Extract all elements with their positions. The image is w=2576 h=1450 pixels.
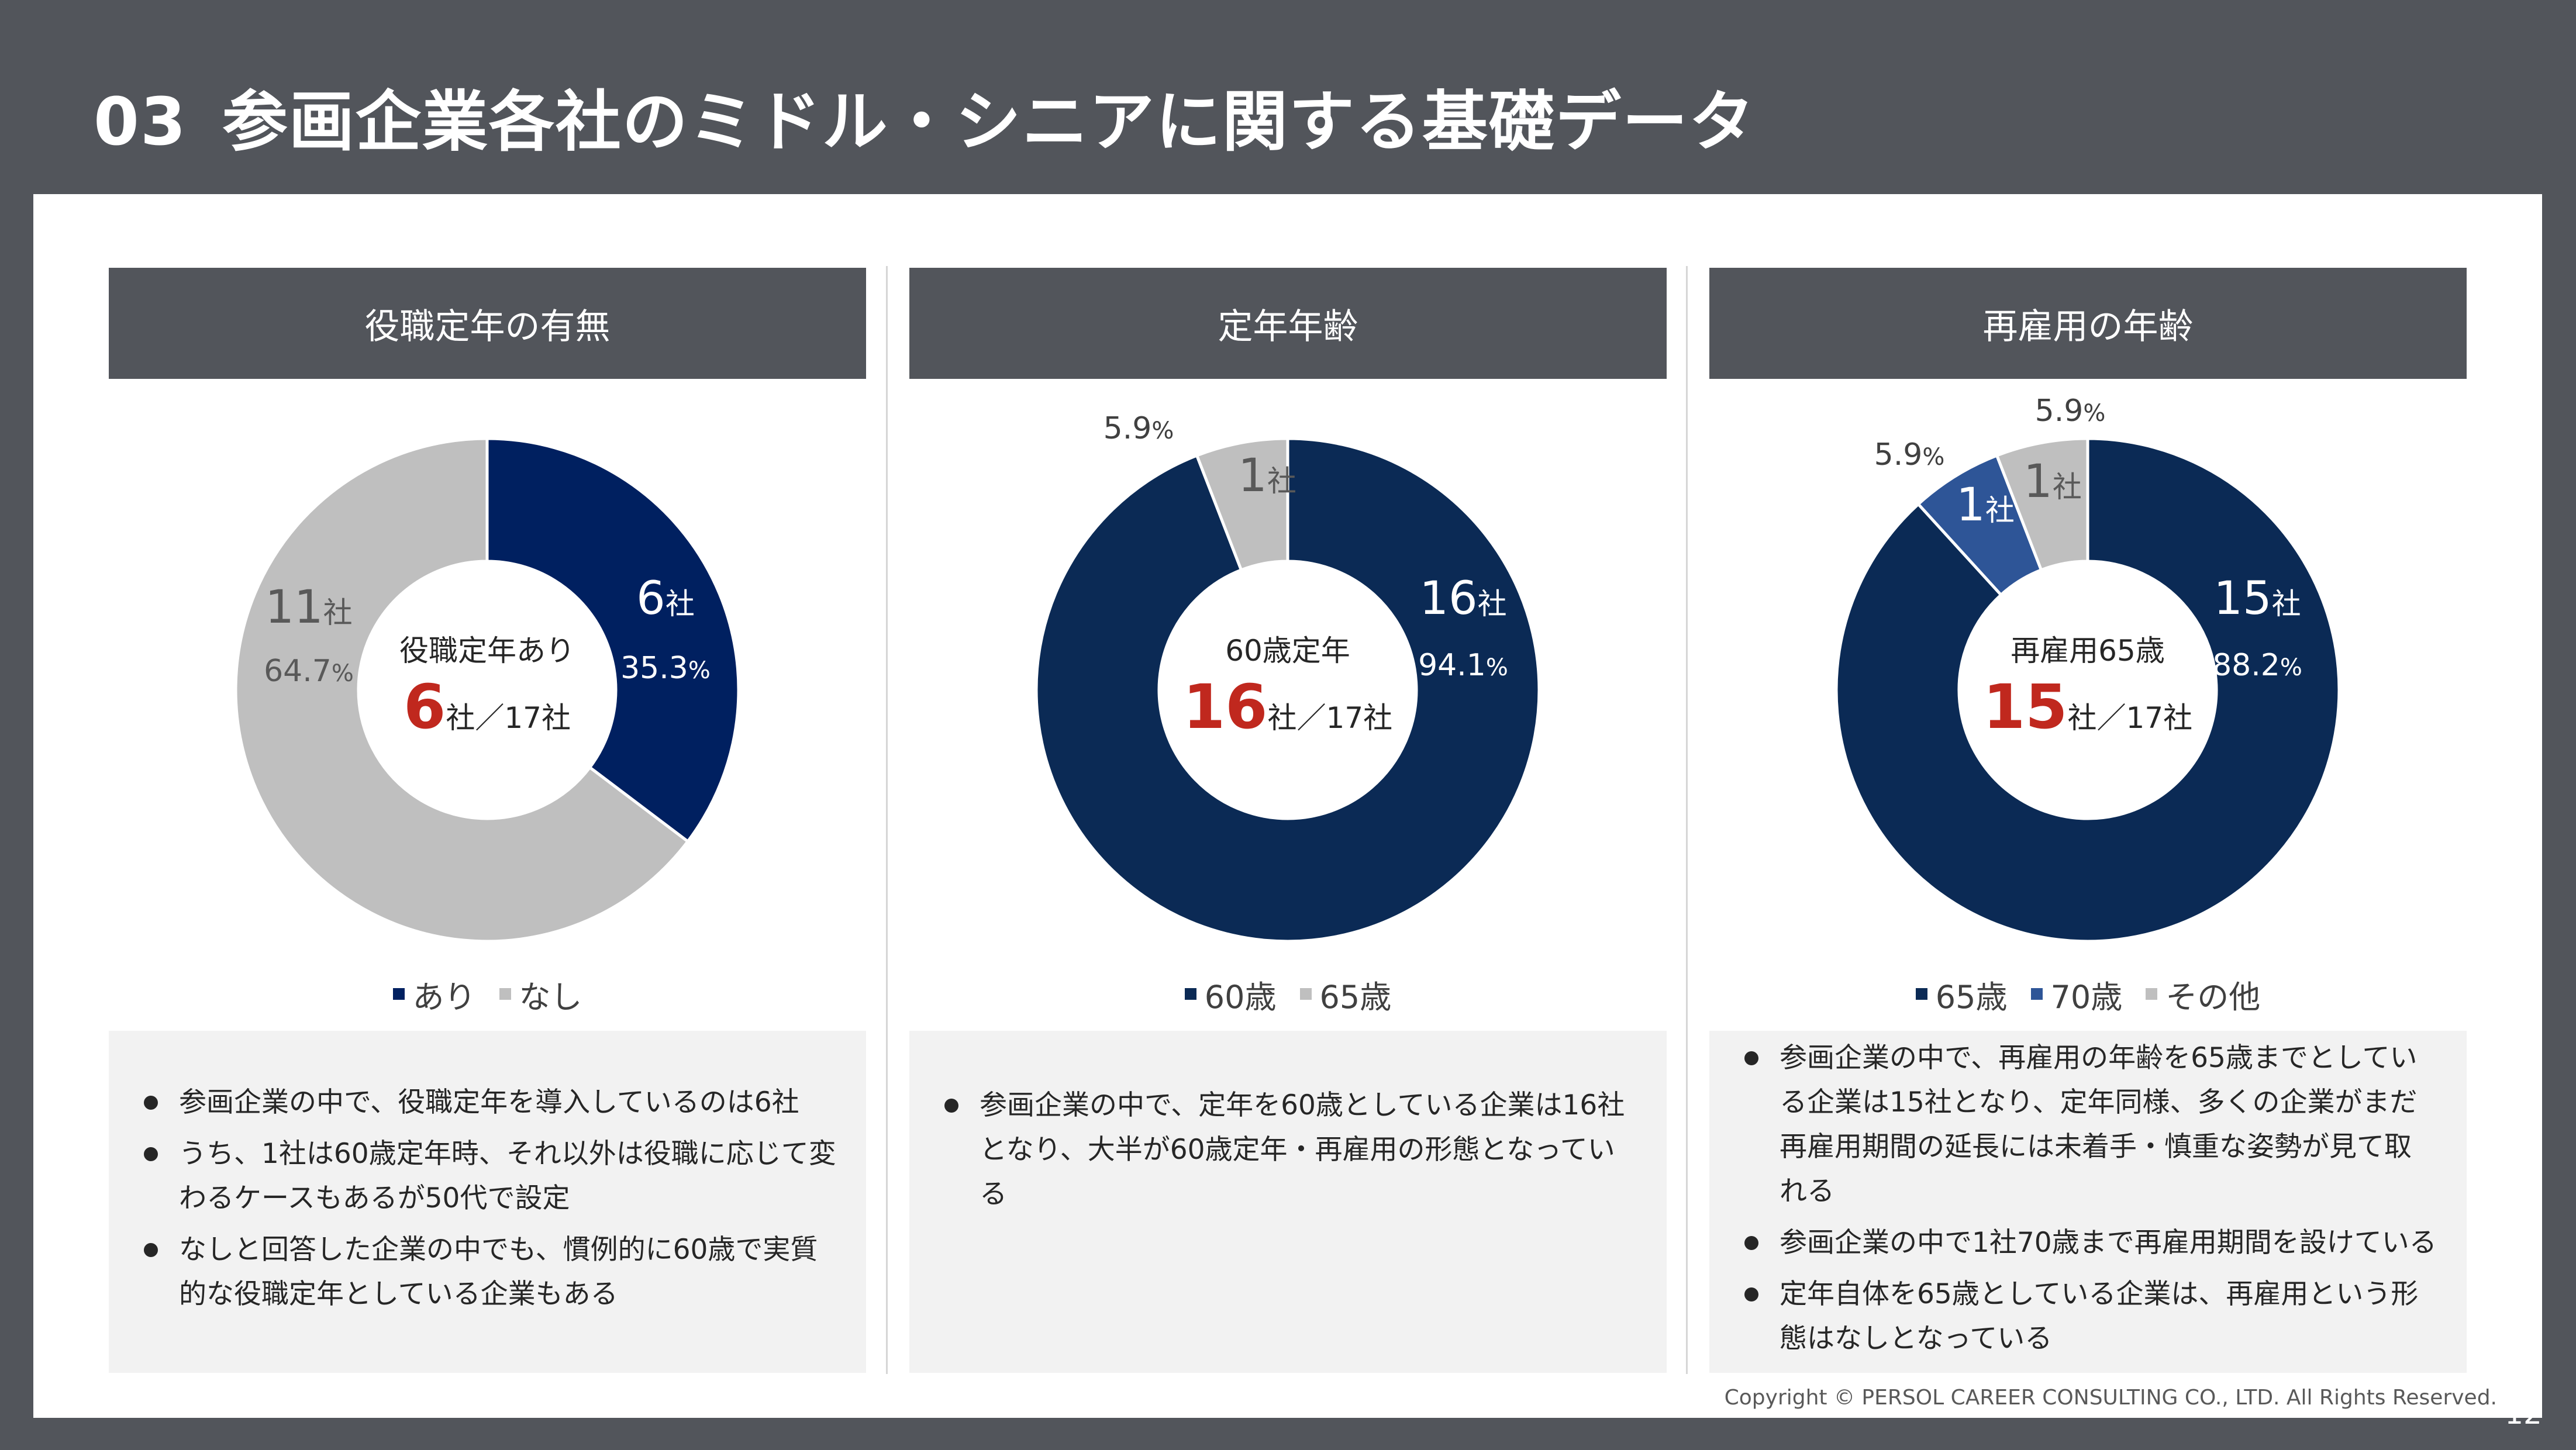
column-header-2: 定年年齢 [909, 268, 1667, 379]
legend-swatch [1915, 988, 1927, 1000]
legend-label: 65歳 [1935, 978, 2008, 1016]
slice-percent-label: 5.9% [2035, 393, 2106, 429]
column-header-1: 役職定年の有無 [109, 268, 866, 379]
note-item: 参画企業の中で、再雇用の年齢を65歳までとしている企業は15社となり、定年同様、… [1744, 1036, 2437, 1214]
legend-label: 70歳 [2050, 978, 2123, 1016]
slice-percent-label: 88.2% [2212, 648, 2302, 683]
legend-item: あり [392, 971, 476, 1017]
slice-count-label: 1社 [1956, 479, 2015, 531]
center-label: 役職定年あり [399, 634, 575, 668]
slice-percent-label: 5.9% [1103, 411, 1174, 446]
note-item: 参画企業の中で、役職定年を導入しているのは6社 [144, 1080, 837, 1125]
legend-label: なし [519, 978, 582, 1016]
center-label: 再雇用65歳 [2011, 634, 2165, 668]
slice-percent-label: 64.7% [264, 654, 354, 689]
legend-swatch [1299, 988, 1312, 1000]
legend-item: 65歳 [1915, 971, 2008, 1017]
donut-slice-なし [234, 437, 690, 943]
slice-count-label: 16社 [1419, 572, 1506, 625]
center-value: 16社／17社 [1183, 671, 1392, 743]
notes-box: 参画企業の中で、再雇用の年齢を65歳までとしている企業は15社となり、定年同様、… [1709, 1031, 2467, 1373]
donut-slice-60歳 [1034, 437, 1541, 943]
legend-swatch [2030, 988, 2043, 1000]
slice-count-label: 11社 [265, 581, 352, 634]
legend-swatch [499, 988, 511, 1000]
legend-label: 65歳 [1319, 978, 1392, 1016]
donut-slice-65歳 [1834, 437, 2341, 943]
note-item: 参画企業の中で1社70歳まで再雇用期間を設けている [1744, 1221, 2437, 1265]
legend-swatch [1184, 988, 1196, 1000]
copyright: Copyright © PERSOL CAREER CONSULTING CO.… [1724, 1386, 2497, 1410]
donut-slice-その他 [1995, 437, 2089, 572]
legend-item: 70歳 [2030, 971, 2123, 1017]
legend-item: 60歳 [1184, 971, 1277, 1017]
column-header-3: 再雇用の年齢 [1709, 268, 2467, 379]
legend-swatch [392, 988, 405, 1000]
column-divider [886, 266, 888, 1374]
slice-count-label: 1社 [1238, 450, 1296, 502]
slice-count-label: 15社 [2213, 572, 2301, 625]
page-title: 03 参画企業各社のミドル・シニアに関する基礎データ [94, 69, 1756, 164]
center-value: 15社／17社 [1983, 671, 2192, 743]
note-item: 定年自体を65歳としている企業は、再雇用という形態はなしとなっている [1744, 1272, 2437, 1361]
note-item: うち、1社は60歳定年時、それ以外は役職に応じて変わるケースもあるが50代で設定 [144, 1132, 837, 1221]
legend-swatch [2146, 988, 2158, 1000]
slice-percent-label: 5.9% [1874, 437, 1945, 472]
legend-item: 65歳 [1299, 971, 1392, 1017]
note-item: 参画企業の中で、定年を60歳としている企業は16社となり、大半が60歳定年・再雇… [944, 1083, 1637, 1217]
title-text: 参画企業各社のミドル・シニアに関する基礎データ [222, 84, 1756, 160]
legend-label: 60歳 [1204, 978, 1277, 1016]
notes-box: 参画企業の中で、定年を60歳としている企業は16社となり、大半が60歳定年・再雇… [909, 1031, 1667, 1373]
column-divider [1686, 266, 1688, 1374]
donut-slice-あり [485, 437, 740, 844]
legend-item: その他 [2146, 971, 2260, 1017]
section-number: 03 [94, 84, 187, 160]
center-label: 60歳定年 [1225, 634, 1350, 668]
slice-percent-label: 35.3% [620, 651, 711, 686]
slice-percent-label: 94.1% [1418, 648, 1508, 683]
slice-count-label: 6社 [636, 572, 695, 625]
page-number: 12 [2505, 1397, 2542, 1431]
legend-label: その他 [2165, 978, 2261, 1016]
chart-legend: 65歳 70歳 その他 [1709, 971, 2467, 1017]
center-value: 6社／17社 [404, 671, 571, 743]
note-item: なしと回答した企業の中でも、慣例的に60歳で実質的な役職定年としている企業もある [144, 1228, 837, 1317]
legend-label: あり [412, 978, 476, 1016]
legend-item: なし [499, 971, 582, 1017]
chart-legend: 60歳 65歳 [909, 971, 1667, 1017]
donut-slice-65歳 [1195, 437, 1289, 572]
chart-legend: あり なし [109, 971, 866, 1017]
notes-box: 参画企業の中で、役職定年を導入しているのは6社 うち、1社は60歳定年時、それ以… [109, 1031, 866, 1373]
slice-count-label: 1社 [2023, 455, 2082, 508]
